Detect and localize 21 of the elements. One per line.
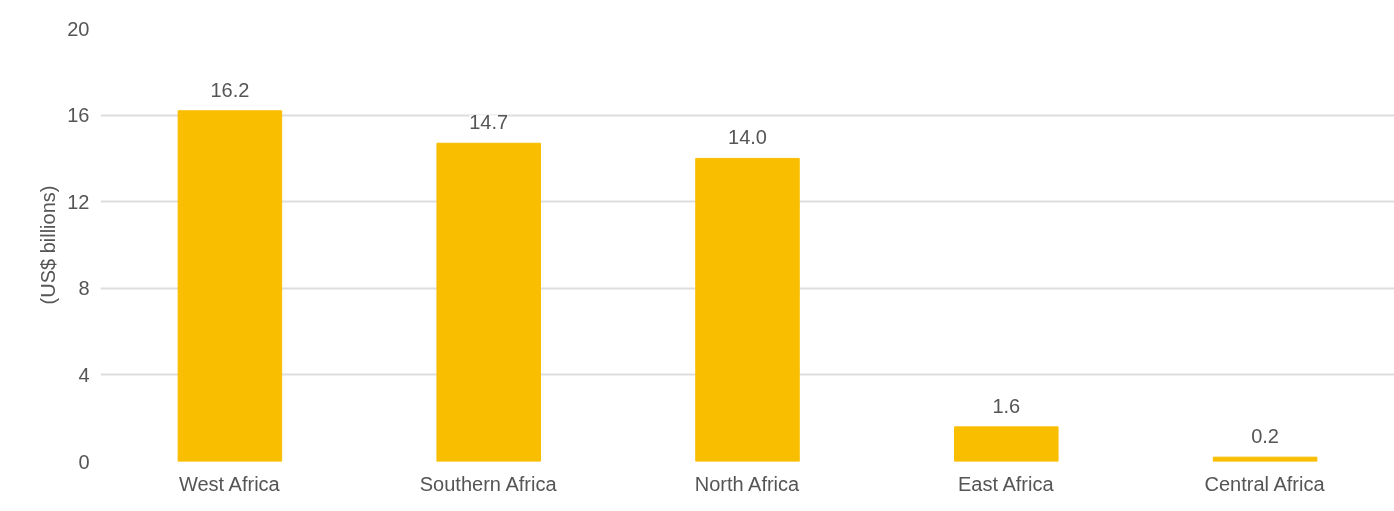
y-tick-label: 20 <box>67 17 90 40</box>
x-tick-label: East Africa <box>957 472 1055 495</box>
bar <box>177 110 283 462</box>
bar <box>695 157 800 462</box>
data-label: 0.2 <box>1251 425 1280 448</box>
x-tick-label: Central Africa <box>1204 472 1326 495</box>
x-tick-label: West Africa <box>178 472 281 495</box>
y-tick-label: 4 <box>78 363 90 386</box>
data-label: 16.2 <box>210 78 250 101</box>
data-label: 1.6 <box>992 394 1021 417</box>
data-label: 14.7 <box>469 111 509 134</box>
y-axis-title: (US$ billions) <box>37 185 60 305</box>
y-tick-label: 12 <box>67 190 90 213</box>
y-tick-label: 8 <box>78 277 90 300</box>
data-label: 14.0 <box>728 126 767 149</box>
x-tick-label: Southern Africa <box>419 472 558 495</box>
bar <box>954 426 1059 462</box>
x-tick-label: North Africa <box>694 472 801 495</box>
y-tick-label: 0 <box>78 450 90 473</box>
y-tick-label: 16 <box>67 104 90 127</box>
bar <box>436 142 541 462</box>
